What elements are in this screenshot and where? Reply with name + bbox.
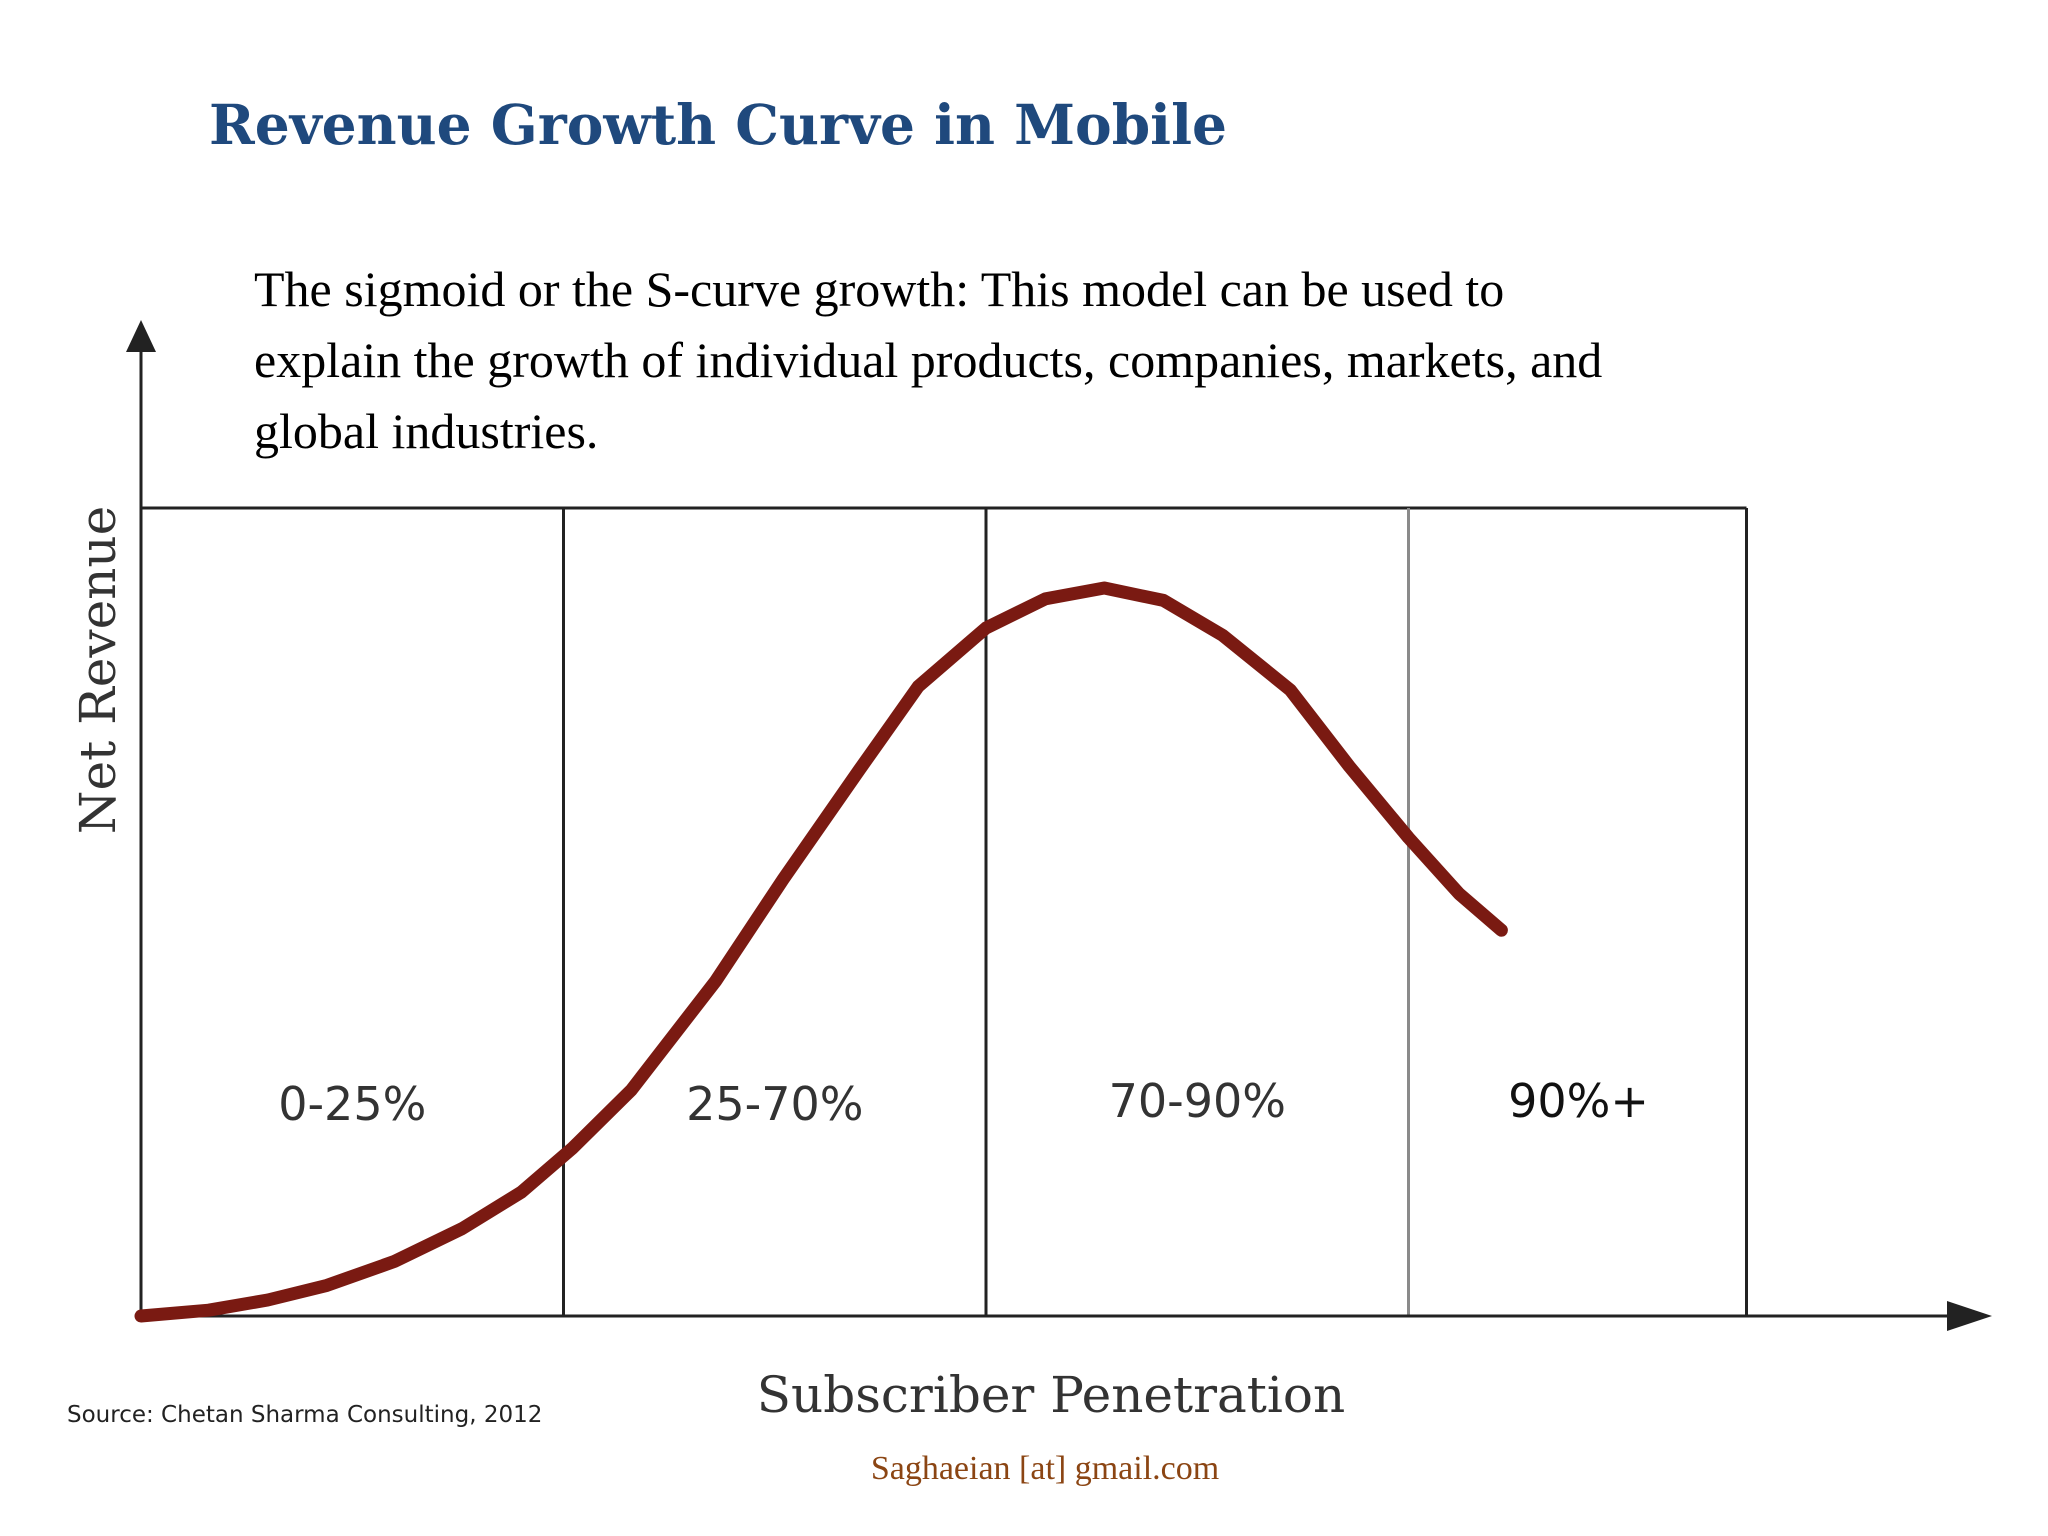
source-note: Source: Chetan Sharma Consulting, 2012 [67, 1402, 543, 1428]
author-credit: Saghaeian [at] gmail.com [870, 1450, 1220, 1487]
segment-label: 90%+ [1508, 1074, 1649, 1128]
revenue-curve [134, 581, 1508, 1323]
x-axis-arrow [1947, 1301, 1992, 1331]
segment-label: 0-25% [278, 1077, 426, 1131]
slide-title: Revenue Growth Curve in Mobile [209, 92, 1227, 157]
description-line: explain the growth of individual product… [254, 332, 1603, 388]
segment-label: 25-70% [686, 1077, 863, 1131]
description-line: The sigmoid or the S-curve growth: This … [254, 261, 1505, 317]
description-line: global industries. [254, 403, 599, 459]
x-axis-label: Subscriber Penetration [757, 1366, 1345, 1424]
segment-label: 70-90% [1109, 1074, 1286, 1128]
y-axis-label: Net Revenue [69, 506, 127, 834]
slide-description: The sigmoid or the S-curve growth: This … [254, 254, 1854, 467]
y-axis-arrow [126, 320, 156, 352]
